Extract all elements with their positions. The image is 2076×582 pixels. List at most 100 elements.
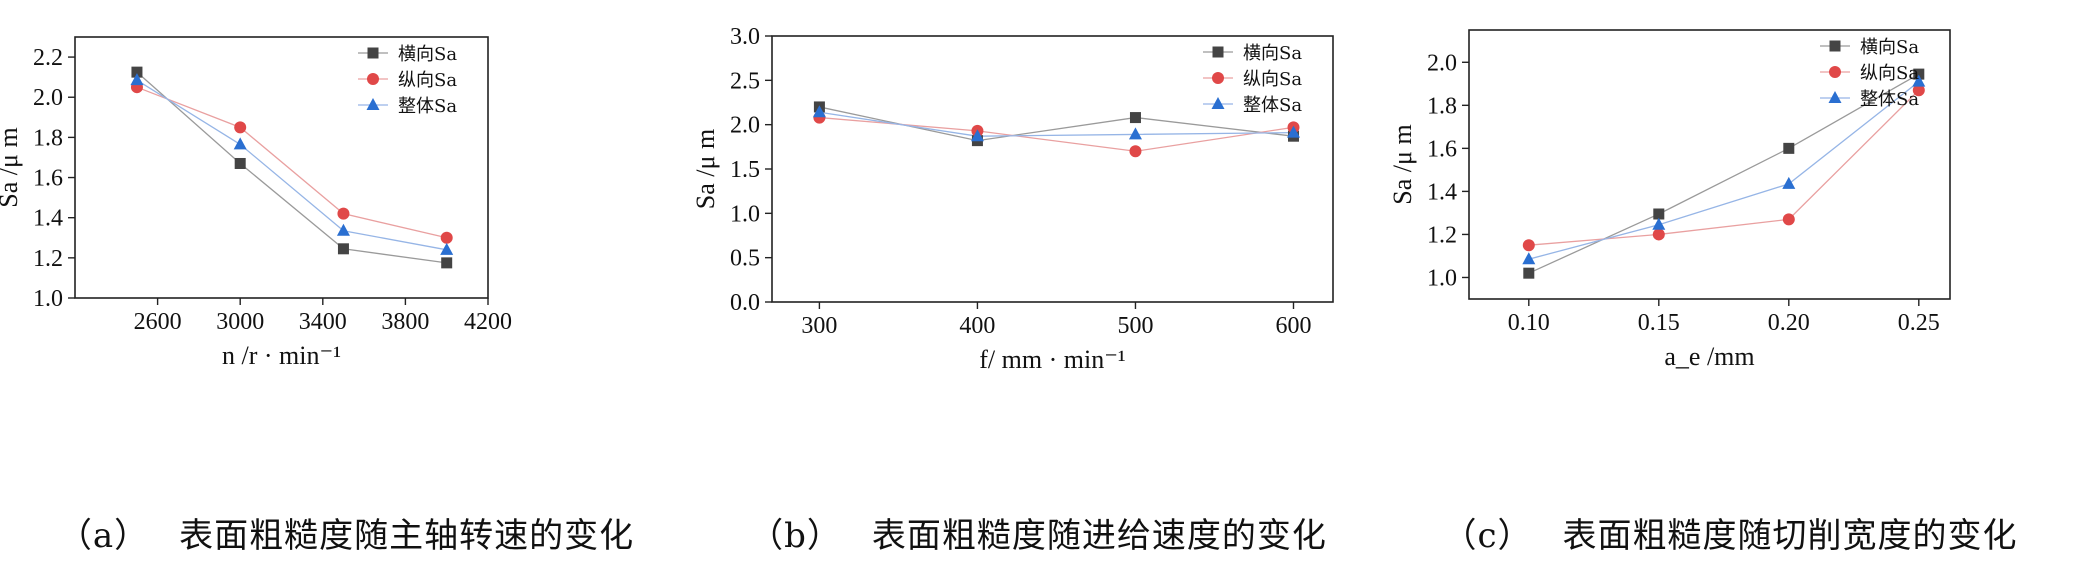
chart-c-frame [1468,29,1951,300]
chart-a-series-2-line [136,79,447,251]
chart-b-series-2-point [1286,125,1300,138]
chart-a-ytick-label: 1.0 [33,286,63,312]
chart-c-ytick-label: 1.0 [1427,265,1457,291]
caption-a: （a） 表面粗糙度随主轴转速的变化 [0,508,692,557]
chart-b-ytick-label: 2.5 [730,68,760,94]
chart-c-svg: 1.0 1.2 1.4 1.6 1.8 2.0 0.10 0.15 0.20 0.25 横向Sa 纵向… [1388,29,1951,371]
chart-a-xtick-label: 3800 [381,309,429,335]
chart-b-ylabel: Sa /μ m [692,129,720,209]
chart-c-series-1-point [1782,213,1795,226]
chart-c-series-1-point [1652,228,1665,241]
chart-a-series-2-point [440,242,454,255]
chart-a-series-1-point [440,231,453,244]
chart-b-series-2-point [1128,127,1142,140]
chart-a-series-2-point [130,73,144,86]
chart-b-xtick-label: 500 [1117,313,1153,339]
chart-b-series-2-point [970,129,984,142]
chart-c-series-0-point [1913,68,1925,80]
chart-a-series-0-point [234,157,246,169]
chart-c-legend-0-marker [1829,40,1841,52]
chart-a-series-2-point [233,137,247,150]
chart-a-series-2-point [336,223,350,236]
caption-b-label: （b） [749,516,842,556]
chart-a-series-0-line [136,71,447,264]
chart-c-series-1-point [1522,239,1535,252]
chart-a-legend-1-label: 纵向Sa [398,70,457,91]
chart-c-legend-1-marker [1829,66,1841,78]
chart-b-svg: 0.0 0.5 1.0 1.5 2.0 2.5 3.0 300 400 500 600 横向Sa 纵向S… [692,24,1334,374]
chart-b-xtick-label: 300 [801,313,837,339]
caption-a-text: 表面粗糙度随主轴转速的变化 [179,516,635,556]
chart-c-xtick-label: 0.20 [1768,310,1810,336]
chart-a-ytick-label: 1.2 [33,246,63,272]
chart-c-series-1-line [1528,89,1920,246]
chart-b-xtick-label: 400 [959,313,995,339]
chart-panel-c: 1.0 1.2 1.4 1.6 1.8 2.0 0.10 0.15 0.20 0.25 横向Sa 纵向… [1384,0,2076,582]
caption-a-label: （a） [57,516,150,556]
chart-c-series-0-point [1783,142,1795,154]
chart-a-ytick-label: 1.4 [33,206,63,232]
caption-b-text: 表面粗糙度随进给速度的变化 [871,516,1327,556]
chart-c-legend-2-marker [1828,91,1842,103]
chart-b-series-0-point [1129,112,1141,124]
chart-c-series-0-line [1528,73,1920,274]
chart-c-xtick-label: 0.15 [1638,310,1680,336]
chart-a-legend-0-label: 横向Sa [398,44,457,65]
chart-b-ytick-label: 1.5 [730,157,760,183]
chart-a-ytick-label: 1.6 [33,166,63,192]
chart-c-ylabel: Sa /μ m [1388,124,1417,204]
chart-a-series-1-point [337,207,350,220]
chart-c-ytick-label: 1.6 [1427,136,1457,162]
chart-b-series-2-line [819,111,1294,137]
chart-b-legend-2-marker [1211,97,1225,109]
chart-c-xtick-label: 0.25 [1898,310,1940,336]
chart-c-series-0-point [1653,208,1665,220]
chart-b-series-1-point [1129,145,1142,158]
chart-a-xlabel: n /r · min⁻¹ [222,341,341,370]
chart-a-legend-2-marker [366,98,380,110]
chart-b-series-2-point [812,105,826,118]
chart-a-series-0-point [441,257,453,269]
chart-b-ytick-label: 0.0 [730,290,760,316]
chart-c-series-0-point [1523,267,1535,279]
chart-c-series-2-point [1652,217,1666,230]
chart-a-frame [74,36,489,299]
chart-a-series-1-point [234,121,247,134]
chart-a-xtick-label: 2600 [134,309,182,335]
chart-a-ytick-label: 2.2 [33,45,63,71]
chart-c-series-2-point [1782,176,1796,189]
chart-c-legend-1-label: 纵向Sa [1860,63,1919,84]
chart-b-legend-2-label: 整体Sa [1243,95,1302,116]
chart-c-ytick-label: 1.2 [1427,222,1457,248]
chart-a-xtick-label: 3400 [299,309,347,335]
chart-b-legend-1-marker [1212,72,1224,84]
chart-a-legend-2-label: 整体Sa [398,96,457,117]
chart-c-xlabel: a_e /mm [1664,342,1754,371]
chart-panel-b: 0.0 0.5 1.0 1.5 2.0 2.5 3.0 300 400 500 600 横向Sa 纵向S… [692,0,1384,582]
chart-a-ytick-label: 1.8 [33,125,63,151]
chart-c-series-1-point [1912,84,1925,97]
chart-b-xlabel: f/ mm · min⁻¹ [979,345,1125,374]
chart-b-xtick-label: 600 [1275,313,1311,339]
chart-c-xtick-label: 0.10 [1508,310,1550,336]
chart-c-legend-2-label: 整体Sa [1860,89,1919,110]
chart-b-ytick-label: 3.0 [730,24,760,50]
chart-a-ylabel: Sa /μ m [0,127,23,207]
caption-c-text: 表面粗糙度随切削宽度的变化 [1562,516,2018,556]
caption-c-label: （c） [1442,516,1533,556]
chart-c-ytick-label: 2.0 [1427,50,1457,76]
chart-a-legend-0-marker [367,47,379,59]
chart-a-series-0-point [131,66,143,78]
chart-b-ytick-label: 2.0 [730,113,760,139]
chart-c-series-2-point [1522,252,1536,265]
chart-c-ytick-label: 1.8 [1427,93,1457,119]
chart-c-legend-0-label: 横向Sa [1860,37,1919,58]
chart-b-legend-1-label: 纵向Sa [1243,69,1302,90]
chart-a-series-1-line [136,86,447,239]
chart-c-series-2-point [1912,74,1926,87]
chart-b-ytick-label: 1.0 [730,201,760,227]
caption-b: （b） 表面粗糙度随进给速度的变化 [692,508,1384,557]
chart-a-svg: 1.0 1.2 1.4 1.6 1.8 2.0 2.2 2600 3000 3400 3800 420… [0,36,512,370]
chart-b-legend-0-marker [1212,46,1224,58]
chart-a-legend-1-marker [367,73,379,85]
